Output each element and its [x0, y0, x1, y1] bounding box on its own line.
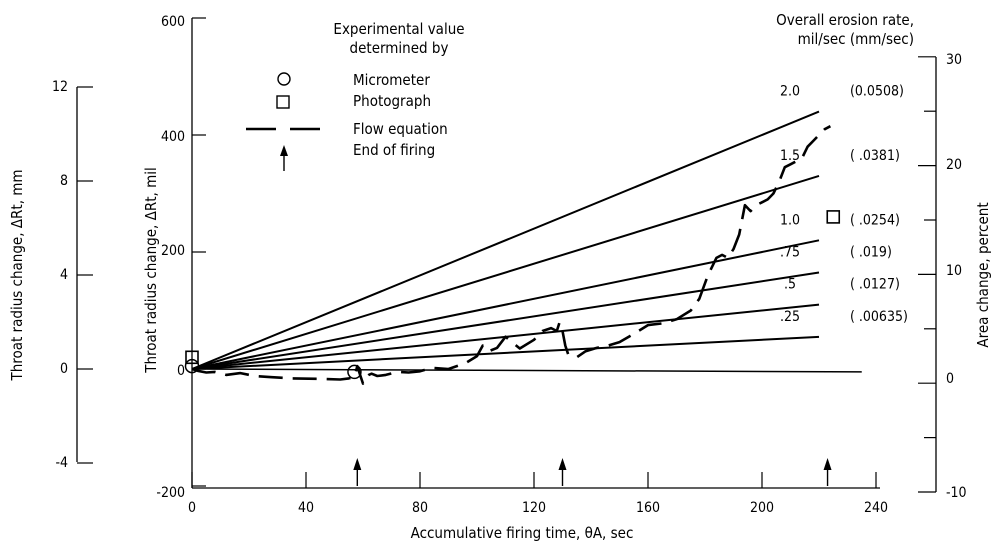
photograph-point: [185, 350, 199, 365]
arrow-head: [823, 458, 832, 470]
rate-label-mil: .25: [780, 309, 800, 325]
legend-title-line2: determined by: [350, 39, 449, 57]
y-tick-label: 600: [161, 14, 185, 30]
y-tick-label-mm: -4: [55, 455, 68, 471]
legend-item-label: Photograph: [353, 92, 431, 110]
rate-label-mm: ( .019): [850, 244, 892, 260]
rate-label-mm: (0.0508): [850, 84, 904, 100]
rate-label-mil: .75: [780, 244, 800, 260]
y-tick-label-mm: 0: [60, 361, 68, 377]
y-tick-label: 200: [161, 243, 185, 259]
legend: Experimental value determined by Microme…: [246, 20, 465, 171]
erosion-rate-line: [191, 110, 820, 370]
end-of-firing-arrow: [558, 458, 567, 486]
erosion-rate-lines: [191, 110, 862, 373]
y-tick-label: 0: [177, 363, 185, 379]
erosion-rate-line: [191, 335, 820, 370]
end-of-firing-arrows: [353, 458, 832, 486]
y-tick-label-mm: 8: [60, 173, 68, 189]
legend-photograph-marker: [276, 95, 290, 109]
rate-label-mil: 1.0: [780, 212, 800, 228]
end-of-firing-arrow: [353, 458, 362, 486]
rate-label-mil: 2.0: [780, 84, 800, 100]
legend-item-label: Micrometer: [353, 71, 430, 89]
legend-end-of-firing-arrow: [280, 145, 288, 171]
rate-label-mm: ( .00635): [850, 309, 908, 325]
y-tick-label: 400: [161, 129, 185, 145]
y-tick-label-right: 30: [946, 52, 962, 68]
flow-equation-series: [191, 125, 832, 385]
x-tick-label: 120: [522, 500, 546, 516]
rate-label-mm: ( .0381): [850, 148, 900, 164]
zero-rate-line: [191, 368, 862, 373]
y-tick-labels-mil: -200 0 200 400 600: [156, 14, 185, 501]
experimental-markers: [184, 210, 841, 380]
rate-label-mm: ( .0254): [850, 212, 900, 228]
y-tick-label-right: 20: [946, 157, 962, 173]
x-axis-title: Accumulative firing time, θA, sec: [411, 524, 634, 542]
erosion-rate-line: [191, 239, 820, 370]
rate-label-mm: ( .0127): [850, 277, 900, 293]
flow-equation-curve: [191, 125, 832, 385]
tick-marks: [77, 17, 936, 493]
legend-item-label: End of firing: [353, 141, 435, 159]
y-tick-label-mm: 4: [60, 267, 68, 283]
y-tick-label-right: -10: [946, 485, 967, 501]
erosion-rate-labels: 2.0 (0.0508) 1.5 ( .0381) 1.0 ( .0254) .75 ( .0…: [780, 84, 908, 325]
x-tick-label: 80: [412, 500, 428, 516]
y-tick-labels-mm: -4 0 4 8 12: [52, 79, 68, 471]
arrow-head: [353, 458, 362, 470]
arrow-head: [558, 458, 567, 470]
erosion-rate-line: [191, 271, 820, 370]
x-tick-label: 0: [188, 500, 196, 516]
erosion-rate-line: [191, 174, 820, 370]
y-axis-title-mil: Throat radius change, ΔRt, mil: [142, 167, 160, 373]
y-tick-label-right: 0: [946, 371, 954, 387]
rate-label-mil: .5: [784, 277, 796, 293]
y-tick-label: -200: [156, 485, 185, 501]
x-tick-label: 160: [636, 500, 660, 516]
legend-item-label: Flow equation: [353, 120, 448, 138]
y-tick-label-mm: 12: [52, 79, 68, 95]
rate-header-line2: mil/sec (mm/sec): [798, 30, 914, 48]
legend-micrometer-marker: [277, 72, 291, 86]
x-tick-label: 200: [750, 500, 774, 516]
end-of-firing-arrow: [823, 458, 832, 486]
axes: [76, 18, 937, 492]
rate-header-line1: Overall erosion rate,: [776, 11, 914, 29]
x-tick-label: 40: [298, 500, 314, 516]
y-tick-labels-right: -10 0 10 20 30: [946, 52, 967, 501]
y-tick-label-right: 10: [946, 263, 962, 279]
photograph-point: [826, 210, 841, 224]
micrometer-point: [184, 358, 200, 374]
legend-title-line1: Experimental value: [333, 20, 464, 38]
y-axis-title-mm: Throat radius change, ΔRt, mm: [8, 169, 26, 381]
micrometer-point: [347, 364, 362, 380]
x-tick-label: 240: [864, 500, 888, 516]
rate-label-mil: 1.5: [780, 148, 800, 164]
y-axis-title-right: Area change, percent: [974, 202, 992, 347]
x-tick-labels: 0 40 80 120 160 200 240: [188, 500, 888, 516]
